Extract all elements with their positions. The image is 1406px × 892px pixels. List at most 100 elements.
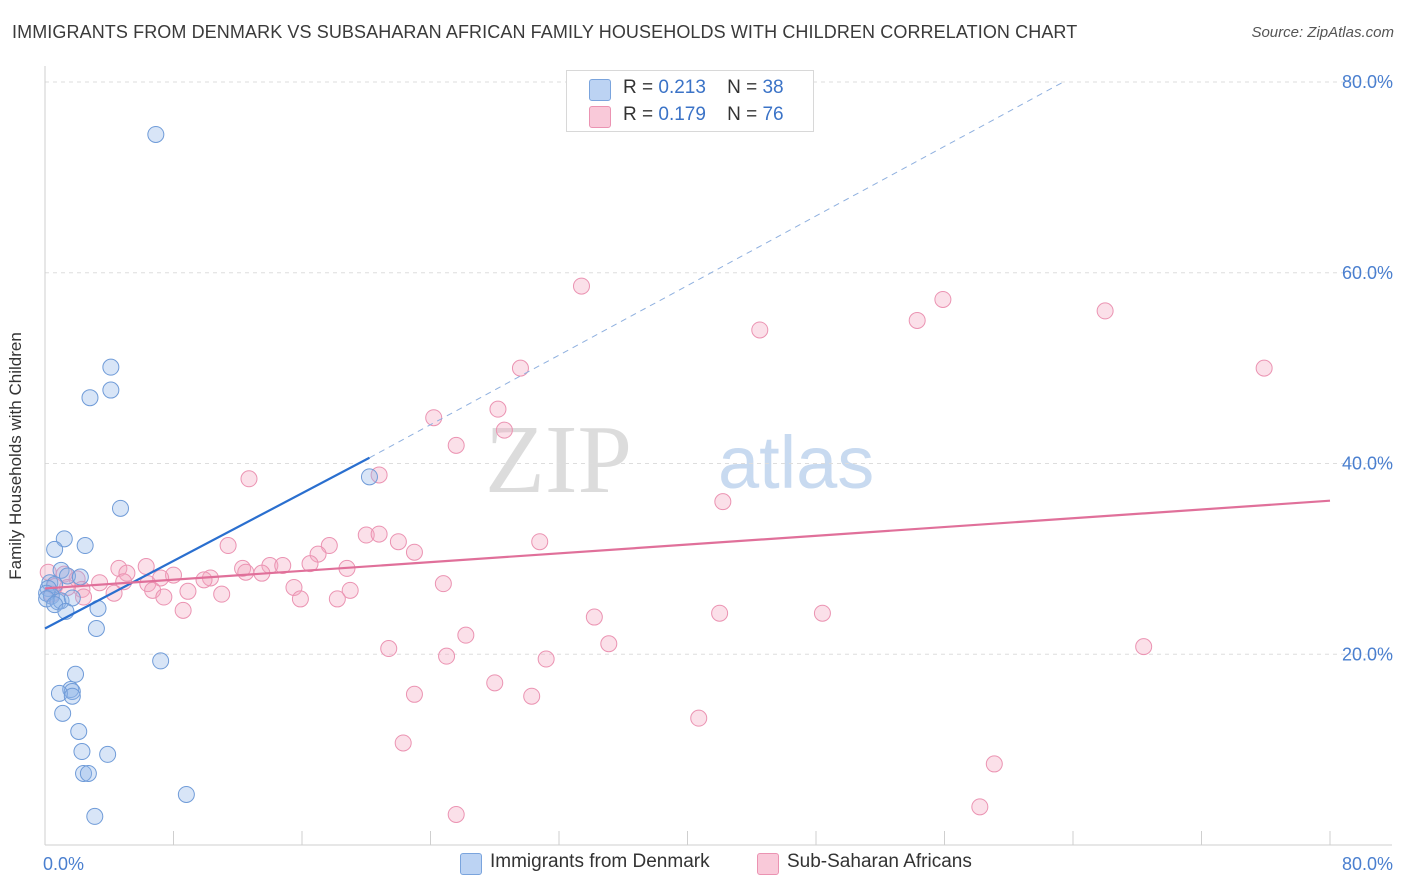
point-subsaharan	[934, 290, 952, 308]
point-denmark	[70, 723, 88, 741]
point-subsaharan	[91, 574, 109, 592]
point-subsaharan	[118, 564, 136, 582]
legend-n-label: N =	[727, 77, 758, 98]
point-subsaharan	[537, 650, 555, 668]
legend-r-label: R =	[623, 77, 654, 98]
bottom-legend-label-subsaharan: Sub-Saharan Africans	[787, 851, 972, 872]
point-denmark	[63, 682, 81, 700]
point-denmark	[71, 568, 89, 586]
point-subsaharan	[405, 685, 423, 703]
trend-subsaharan	[44, 499, 1331, 590]
legend-swatch-denmark	[589, 79, 611, 101]
point-subsaharan	[447, 805, 465, 823]
legend-r-value: 0.213	[658, 77, 706, 98]
point-subsaharan	[447, 436, 465, 454]
point-subsaharan	[434, 575, 452, 593]
source-label: Source: ZipAtlas.com	[1251, 24, 1394, 41]
point-subsaharan	[219, 537, 237, 555]
point-subsaharan	[1255, 359, 1273, 377]
point-subsaharan	[389, 533, 407, 551]
legend-swatch-subsaharan	[589, 106, 611, 128]
y-tick-label: 60.0%	[1342, 263, 1393, 283]
point-subsaharan	[438, 647, 456, 665]
point-subsaharan	[511, 359, 529, 377]
point-denmark	[81, 389, 99, 407]
bottom-legend-label-denmark: Immigrants from Denmark	[490, 851, 710, 872]
point-denmark	[76, 537, 94, 555]
x-tick-label: 0.0%	[43, 854, 84, 874]
point-subsaharan	[155, 588, 173, 606]
point-subsaharan	[405, 543, 423, 561]
trend-denmark-extension	[369, 81, 1064, 459]
watermark-atlas: atlas	[718, 421, 874, 504]
watermark: ZIP atlas	[485, 406, 874, 514]
trend-lines	[44, 81, 1331, 630]
series-subsaharan-points	[39, 277, 1273, 823]
legend-box: R = 0.213 N = 38 R = 0.179 N = 76	[566, 70, 814, 132]
point-subsaharan	[357, 526, 375, 544]
point-subsaharan	[425, 409, 443, 427]
point-denmark	[152, 652, 170, 670]
point-subsaharan	[1135, 638, 1153, 656]
point-denmark	[147, 125, 165, 143]
point-denmark	[102, 381, 120, 399]
point-subsaharan	[600, 635, 618, 653]
point-denmark	[67, 665, 85, 683]
point-subsaharan	[380, 640, 398, 658]
point-subsaharan	[174, 601, 192, 619]
point-subsaharan	[341, 581, 359, 599]
series-denmark-points	[38, 125, 378, 825]
point-denmark	[50, 684, 68, 702]
point-subsaharan	[291, 590, 309, 608]
point-subsaharan	[711, 604, 729, 622]
point-subsaharan	[971, 798, 989, 816]
point-subsaharan	[394, 734, 412, 752]
legend-r-value: 0.179	[658, 104, 706, 125]
point-subsaharan	[585, 608, 603, 626]
point-subsaharan	[751, 321, 769, 339]
point-subsaharan	[213, 585, 231, 603]
point-denmark	[111, 499, 129, 517]
point-denmark	[102, 358, 120, 376]
point-denmark	[99, 745, 117, 763]
point-subsaharan	[813, 604, 831, 622]
y-tick-label: 80.0%	[1342, 72, 1393, 92]
legend-n-value: 38	[762, 77, 784, 98]
point-denmark	[58, 567, 76, 585]
point-subsaharan	[572, 277, 590, 295]
legend-n-label: N =	[727, 104, 758, 125]
point-subsaharan	[152, 569, 170, 587]
point-subsaharan	[179, 582, 197, 600]
point-subsaharan	[195, 571, 213, 589]
point-denmark	[79, 764, 97, 782]
point-subsaharan	[486, 674, 504, 692]
y-tick-label: 40.0%	[1342, 454, 1393, 474]
point-denmark	[177, 785, 195, 803]
point-subsaharan	[320, 537, 338, 555]
point-subsaharan	[523, 687, 541, 705]
bottom-legend-swatch-subsaharan	[757, 853, 779, 875]
point-subsaharan	[370, 525, 388, 543]
point-subsaharan	[274, 557, 292, 575]
tick-labels: 20.0% 40.0% 60.0% 80.0% 0.0% 80.0%	[43, 72, 1393, 874]
point-denmark	[54, 704, 72, 722]
point-subsaharan	[495, 421, 513, 439]
point-subsaharan	[714, 493, 732, 511]
x-tick-label: 80.0%	[1342, 854, 1393, 874]
point-denmark	[55, 530, 73, 548]
y-tick-label: 20.0%	[1342, 644, 1393, 664]
point-subsaharan	[301, 555, 319, 573]
point-denmark	[46, 540, 64, 558]
point-subsaharan	[237, 563, 255, 581]
point-denmark	[87, 619, 105, 637]
legend-r-label: R =	[623, 104, 654, 125]
point-subsaharan	[489, 400, 507, 418]
point-denmark	[360, 468, 378, 486]
point-subsaharan	[690, 709, 708, 727]
point-denmark	[73, 743, 91, 761]
point-subsaharan	[908, 311, 926, 329]
point-denmark	[52, 561, 70, 579]
point-subsaharan	[457, 626, 475, 644]
bottom-legend-swatch-denmark	[460, 853, 482, 875]
